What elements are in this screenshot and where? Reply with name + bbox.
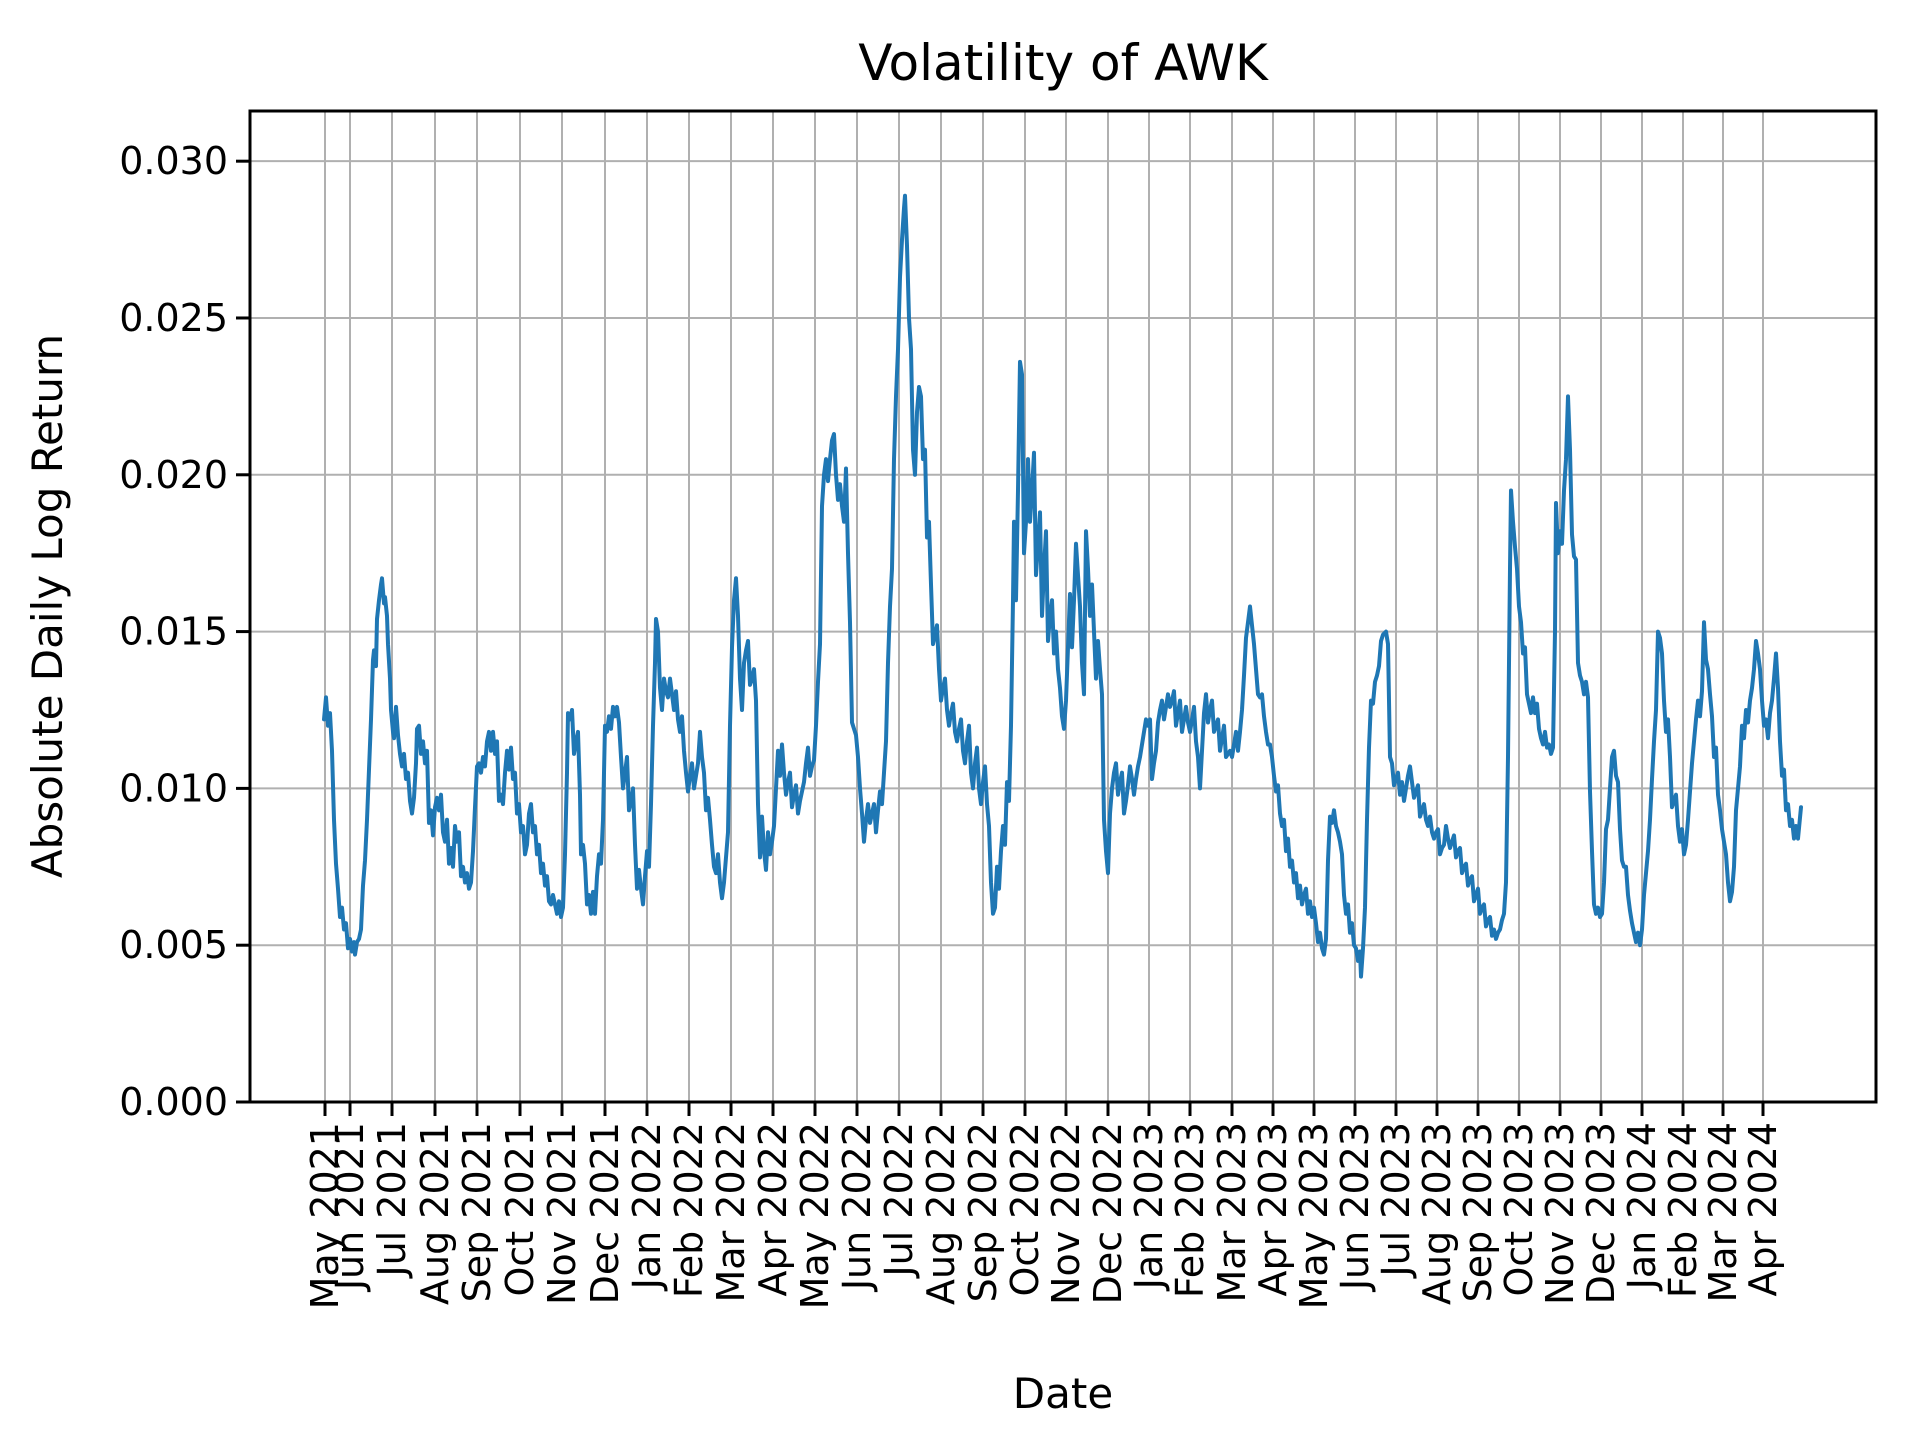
y-tick-label: 0.020 (119, 453, 228, 497)
y-tick-label: 0.015 (119, 610, 228, 654)
y-tick-label: 0.000 (119, 1080, 228, 1124)
x-tick-label: Jan 2023 (1127, 1122, 1171, 1291)
x-tick-label: Apr 2023 (1251, 1122, 1295, 1297)
x-tick-label: Jan 2022 (625, 1122, 669, 1291)
x-tick-label: Aug 2022 (919, 1122, 963, 1305)
x-tick-label: Jul 2023 (1374, 1122, 1418, 1279)
y-tick-label: 0.030 (119, 139, 228, 183)
volatility-line (322, 193, 1803, 979)
x-tick-label: Jul 2021 (370, 1122, 414, 1279)
x-tick-label: Mar 2022 (709, 1122, 753, 1302)
x-tick-label: Jan 2024 (1620, 1122, 1664, 1291)
plot-border (248, 109, 1878, 1104)
x-tick-label: Oct 2023 (1497, 1122, 1541, 1297)
y-axis-label: Absolute Daily Log Return (23, 334, 72, 878)
x-tick-label: Apr 2022 (751, 1122, 795, 1297)
y-tick-label: 0.010 (119, 766, 228, 810)
x-tick-label: Nov 2021 (540, 1122, 584, 1305)
grid-layer (250, 111, 1876, 1103)
tick-layer (236, 159, 1765, 1116)
x-tick-label: Dec 2023 (1579, 1122, 1623, 1304)
series-layer (322, 193, 1803, 979)
x-tick-label: Sep 2022 (961, 1122, 1005, 1302)
y-tick-label: 0.005 (119, 923, 228, 967)
x-tick-label: May 2021 (303, 1122, 347, 1309)
x-tick-label: Sep 2021 (455, 1122, 499, 1302)
x-axis-label: Date (1013, 1369, 1113, 1418)
x-tick-label: Jul 2022 (877, 1122, 921, 1279)
x-tick-label: Feb 2024 (1661, 1122, 1705, 1298)
x-tick-label: Jun 2022 (835, 1122, 879, 1292)
x-tick-label: Apr 2024 (1741, 1122, 1785, 1297)
x-tick-label: Oct 2021 (498, 1122, 542, 1297)
x-tick-label: Jun 2021 (328, 1122, 372, 1292)
x-tick-label: Oct 2022 (1003, 1122, 1047, 1297)
chart-title: Volatility of AWK (858, 34, 1269, 92)
x-tick-label: Feb 2022 (667, 1122, 711, 1298)
x-tick-label: Dec 2021 (583, 1122, 627, 1304)
x-tick-label: Aug 2023 (1415, 1122, 1459, 1305)
x-tick-label: Nov 2023 (1538, 1122, 1582, 1305)
x-tick-label: Sep 2023 (1456, 1122, 1500, 1302)
x-tick-label: Mar 2024 (1701, 1122, 1745, 1302)
x-tick-label: May 2023 (1292, 1122, 1336, 1309)
x-tick-label: Dec 2022 (1086, 1122, 1130, 1304)
x-tick-label: Nov 2022 (1044, 1122, 1088, 1305)
y-tick-label: 0.025 (119, 296, 228, 340)
x-tick-label: Feb 2023 (1168, 1122, 1212, 1298)
x-tick-label: Aug 2021 (413, 1122, 457, 1305)
x-tick-label: May 2022 (793, 1122, 837, 1309)
x-tick-label: Jun 2023 (1333, 1122, 1377, 1292)
x-tick-label: Mar 2023 (1210, 1122, 1254, 1302)
